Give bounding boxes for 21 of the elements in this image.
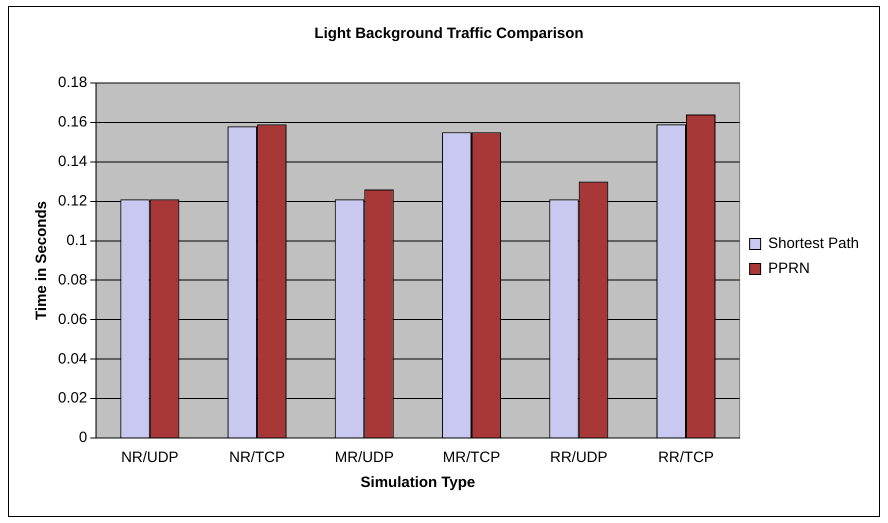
x-tick-label: MR/UDP (334, 449, 394, 466)
x-tick-label: NR/UDP (121, 449, 179, 466)
y-tick-label: 0.08 (58, 271, 88, 288)
x-tick-label: RR/UDP (550, 449, 608, 466)
y-tick-label: 0.16 (58, 114, 88, 131)
y-tick-label: 0.12 (58, 192, 88, 210)
x-tick-label: MR/TCP (442, 449, 500, 466)
y-tick-label: 0.04 (58, 350, 88, 368)
y-tick-label: 0.14 (58, 153, 88, 170)
legend-label: Shortest Path (768, 235, 860, 252)
y-tick-label: 0.06 (58, 310, 88, 328)
y-tick-label: 0.18 (58, 74, 88, 92)
y-axis-title: Time in Seconds (33, 201, 50, 320)
chart-title: Light Background Traffic Comparison (314, 25, 584, 42)
y-tick-label: 0.1 (66, 232, 88, 249)
x-axis-title: Simulation Type (360, 474, 476, 492)
x-tick-label: RR/TCP (658, 449, 714, 466)
y-tick-label: 0 (78, 429, 88, 446)
legend-label: PPRN (768, 260, 810, 278)
y-tick-label: 0.02 (58, 390, 88, 407)
x-tick-label: NR/TCP (229, 449, 285, 466)
